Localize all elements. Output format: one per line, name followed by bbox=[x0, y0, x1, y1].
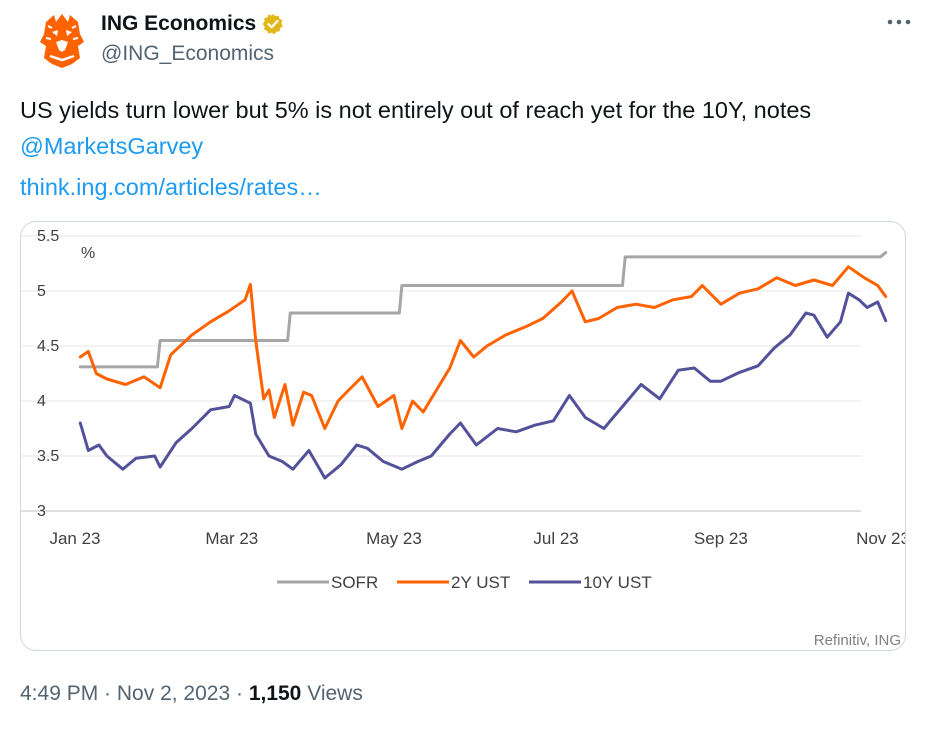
x-tick-label: Nov 23 bbox=[856, 529, 905, 548]
more-button[interactable] bbox=[882, 10, 916, 34]
display-name[interactable]: ING Economics bbox=[101, 12, 257, 35]
author-name-row: ING Economics bbox=[101, 12, 284, 36]
tweet-text-main: US yields turn lower but 5% is not entir… bbox=[20, 97, 812, 123]
x-tick-label: Sep 23 bbox=[694, 529, 748, 548]
chart-legend: SOFR 2Y UST 10Y UST bbox=[277, 573, 652, 592]
series-line-10y-ust bbox=[78, 291, 888, 480]
y-tick-label: 5 bbox=[37, 283, 46, 300]
y-tick-label: 3.5 bbox=[37, 448, 59, 465]
y-axis-ticks: 3 3.5 4 4.5 5 5.5 bbox=[37, 228, 59, 520]
chart-image[interactable]: % 3 3.5 4 4.5 5 5.5 Jan 23 Mar 23 May 23 Jul 23 S… bbox=[20, 221, 906, 651]
tweet-time[interactable]: 4:49 PM bbox=[20, 682, 99, 705]
y-tick-label: 4.5 bbox=[37, 338, 59, 355]
tweet-text: US yields turn lower but 5% is not entir… bbox=[20, 92, 900, 164]
y-tick-label: 4 bbox=[37, 393, 46, 410]
legend-label: 2Y UST bbox=[451, 573, 510, 592]
y-tick-label: 5.5 bbox=[37, 228, 59, 245]
avatar[interactable] bbox=[38, 12, 86, 70]
tweet-meta: 4:49 PM · Nov 2, 2023 · 1,150 Views bbox=[20, 682, 363, 706]
meta-separator: · bbox=[98, 682, 117, 705]
x-axis-ticks: Jan 23 Mar 23 May 23 Jul 23 Sep 23 Nov 23 bbox=[49, 529, 905, 548]
x-tick-label: Jul 23 bbox=[533, 529, 578, 548]
legend-label: SOFR bbox=[331, 573, 378, 592]
x-tick-label: May 23 bbox=[366, 529, 422, 548]
mention-link[interactable]: @MarketsGarvey bbox=[20, 133, 204, 159]
legend-label: 10Y UST bbox=[583, 573, 652, 592]
author-handle[interactable]: @ING_Economics bbox=[101, 42, 275, 65]
series-line-sofr bbox=[78, 251, 888, 369]
views-count: 1,150 bbox=[248, 682, 302, 705]
chart-source: Refinitiv, ING bbox=[814, 632, 901, 649]
x-tick-label: Jan 23 bbox=[49, 529, 100, 548]
chart-series bbox=[78, 251, 888, 480]
y-tick-label: 3 bbox=[37, 503, 46, 520]
yield-chart: % 3 3.5 4 4.5 5 5.5 Jan 23 Mar 23 May 23 Jul 23 S… bbox=[21, 228, 905, 649]
x-tick-label: Mar 23 bbox=[205, 529, 258, 548]
article-link[interactable]: think.ing.com/articles/rates… bbox=[20, 174, 322, 200]
meta-separator: · bbox=[230, 682, 249, 705]
views-label: Views bbox=[301, 682, 363, 705]
series-line-2y-ust bbox=[78, 265, 888, 430]
y-axis-label: % bbox=[81, 245, 95, 262]
more-horizontal-icon bbox=[887, 19, 911, 25]
tweet-date[interactable]: Nov 2, 2023 bbox=[116, 682, 231, 705]
gold-verified-badge-icon[interactable] bbox=[262, 13, 284, 35]
lion-logo-icon bbox=[40, 14, 84, 68]
